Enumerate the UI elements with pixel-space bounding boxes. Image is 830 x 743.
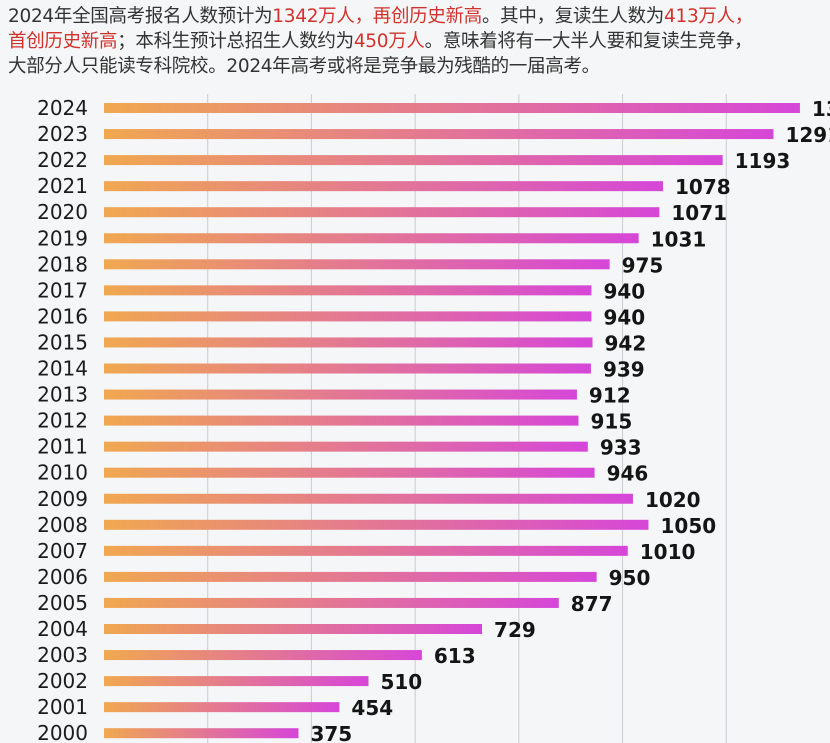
- value-label: 375: [310, 722, 352, 743]
- bar-2021: [104, 181, 664, 192]
- category-label: 2017: [37, 278, 88, 302]
- value-label: 454: [351, 696, 393, 720]
- category-label: 2003: [37, 643, 88, 667]
- value-label: 729: [494, 618, 536, 642]
- category-label: 2007: [37, 539, 88, 563]
- highlight-text: 首创历史新高: [8, 31, 118, 52]
- bar-2010: [104, 467, 595, 478]
- category-label: 2018: [37, 252, 88, 276]
- value-label: 510: [380, 670, 422, 694]
- category-label: 2015: [37, 330, 88, 354]
- bar-2014: [104, 363, 591, 374]
- bar-2002: [104, 676, 369, 687]
- value-label: 940: [603, 305, 645, 329]
- value-label: 950: [609, 566, 651, 590]
- bar-2022: [104, 155, 723, 166]
- category-label: 2001: [37, 695, 88, 719]
- value-label: 915: [590, 410, 632, 434]
- intro-text-segment: 。其中，复读生人数为: [481, 6, 664, 27]
- bars: [104, 103, 800, 739]
- value-label: 1010: [640, 540, 696, 564]
- category-label: 2024: [37, 96, 88, 120]
- highlight-text: 413万人，: [664, 6, 754, 27]
- category-label: 2014: [37, 357, 88, 381]
- category-label: 2006: [37, 565, 88, 589]
- bar-2023: [104, 129, 774, 140]
- category-label: 2013: [37, 383, 88, 407]
- highlight-text: 1342万人，再创历史新高: [272, 6, 482, 27]
- bar-2007: [104, 545, 628, 556]
- bar-2012: [104, 415, 579, 426]
- category-label: 2020: [37, 200, 88, 224]
- bar-2015: [104, 337, 593, 348]
- category-label: 2023: [37, 122, 88, 146]
- bar-2000: [104, 728, 299, 739]
- bar-2011: [104, 441, 588, 452]
- category-label: 2012: [37, 409, 88, 433]
- value-label: 1078: [675, 175, 731, 199]
- bar-2005: [104, 597, 559, 608]
- value-label: 1342: [812, 97, 830, 121]
- intro-text-segment: 2024年全国高考报名人数预计为: [8, 6, 273, 27]
- value-label: 1193: [735, 149, 791, 173]
- intro-line-2: 首创历史新高；本科生预计总招生人数约为450万人。意味着将有一大半人要和复读生竞…: [8, 29, 828, 54]
- bar-2009: [104, 493, 633, 504]
- category-label: 2004: [37, 617, 88, 641]
- intro-line-1: 2024年全国高考报名人数预计为1342万人，再创历史新高。其中，复读生人数为4…: [8, 4, 828, 29]
- bar-2001: [104, 702, 340, 713]
- bar-2020: [104, 207, 660, 218]
- value-label: 975: [622, 253, 664, 277]
- intro-text: 2024年全国高考报名人数预计为1342万人，再创历史新高。其中，复读生人数为4…: [8, 4, 828, 79]
- category-label: 2011: [37, 435, 88, 459]
- category-label: 2016: [37, 304, 88, 328]
- value-label: 912: [589, 384, 631, 408]
- category-label: 2019: [37, 226, 88, 250]
- value-label: 1031: [651, 227, 707, 251]
- bar-2013: [104, 389, 577, 400]
- bar-2016: [104, 311, 592, 322]
- value-label: 939: [603, 358, 645, 382]
- bar-2017: [104, 285, 592, 296]
- bar-2008: [104, 519, 649, 530]
- bar-2019: [104, 233, 639, 244]
- category-label: 2022: [37, 148, 88, 172]
- value-label: 933: [600, 436, 642, 460]
- category-label: 2002: [37, 669, 88, 693]
- value-label: 1071: [671, 201, 727, 225]
- category-label: 2008: [37, 513, 88, 537]
- intro-line-3: 大部分人只能读专科院校。2024年高考或将是竞争最为残酷的一届高考。: [8, 54, 828, 79]
- bar-2004: [104, 624, 483, 634]
- bar-2024: [104, 103, 800, 113]
- intro-text-segment: 。意味着将有一大半人要和复读生竞争，: [424, 31, 753, 52]
- value-label: 1020: [645, 488, 701, 512]
- value-label: 942: [604, 331, 646, 355]
- bar-2006: [104, 571, 597, 582]
- bar-2018: [104, 259, 610, 270]
- category-label: 2010: [37, 461, 88, 485]
- category-label: 2005: [37, 591, 88, 615]
- category-label: 2000: [37, 721, 88, 743]
- category-label: 2021: [37, 174, 88, 198]
- category-label: 2009: [37, 487, 88, 511]
- value-label: 1050: [661, 514, 717, 538]
- value-label: 613: [434, 644, 476, 668]
- bar-2003: [104, 650, 422, 661]
- value-label: 946: [607, 462, 649, 486]
- value-label: 877: [571, 592, 613, 616]
- intro-text-segment: 大部分人只能读专科院校。2024年高考或将是竞争最为残酷的一届高考。: [8, 56, 600, 77]
- highlight-text: 450万人: [353, 31, 425, 52]
- value-label: 940: [603, 279, 645, 303]
- intro-text-segment: ；本科生预计总招生人数约为: [117, 31, 354, 52]
